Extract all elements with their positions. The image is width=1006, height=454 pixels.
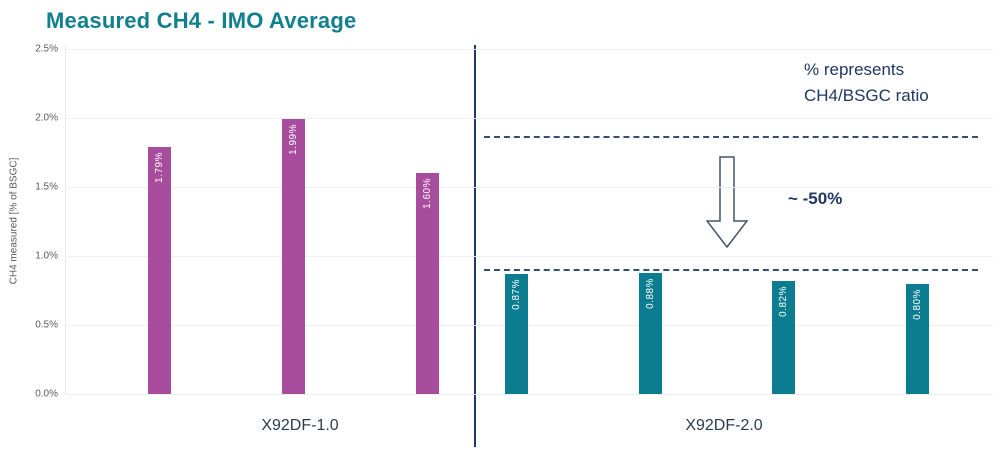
gridline <box>65 187 993 188</box>
y-tick-label: 1.0% <box>35 250 58 262</box>
x-axis-group-label-left: X92DF-1.0 <box>261 417 339 434</box>
gridline <box>65 394 993 395</box>
x-axis-group-label-right: X92DF-2.0 <box>685 417 763 434</box>
bar-value-label: 1.99% <box>287 124 299 156</box>
gridline <box>65 49 993 50</box>
gridline <box>65 256 993 257</box>
bar-value-label: 0.80% <box>911 288 923 320</box>
y-axis-title: CH4 measured [% of BSGC] <box>8 157 20 285</box>
bar-label-wrap: 1.60% <box>416 178 439 209</box>
bar-value-label: 0.88% <box>644 277 656 309</box>
bar-X92DF-2.0-4: 0.80% <box>905 283 929 394</box>
ratio-note-line-2: CH4/BSGC ratio <box>804 86 929 105</box>
bar-value-label: 1.60% <box>421 178 433 210</box>
y-tick-label: 0.0% <box>35 388 58 400</box>
reference-dashed-line <box>484 268 978 271</box>
bar-label-wrap: 0.80% <box>906 289 929 320</box>
bar-value-label: 1.79% <box>153 151 165 183</box>
reference-dashed-line <box>484 136 978 139</box>
arrow-down-icon <box>705 156 749 253</box>
group-divider-line <box>474 45 476 447</box>
bar-X92DF-2.0-3: 0.82% <box>771 280 795 394</box>
bar-value-label: 0.82% <box>777 285 789 317</box>
bar-label-wrap: 0.87% <box>505 279 528 310</box>
bar-X92DF-1.0-2: 1.99% <box>281 119 305 394</box>
plot-area <box>65 46 994 394</box>
bar-label-wrap: 1.99% <box>282 124 305 155</box>
y-tick-label: 0.5% <box>35 319 58 331</box>
ratio-note-line-1: % represents <box>804 60 905 79</box>
y-tick-label: 2.0% <box>35 112 58 124</box>
gridline <box>65 118 993 119</box>
bar-label-wrap: 1.79% <box>148 152 171 183</box>
bar-X92DF-2.0-1: 0.87% <box>504 273 528 394</box>
y-tick-label: 2.5% <box>35 43 58 55</box>
bar-X92DF-2.0-2: 0.88% <box>638 272 662 394</box>
reduction-label: ~ -50% <box>788 189 843 208</box>
bar-X92DF-1.0-1: 1.79% <box>147 146 171 394</box>
bar-value-label: 0.87% <box>510 278 522 310</box>
bar-label-wrap: 0.82% <box>772 286 795 317</box>
ratio-note: % represents CH4/BSGC ratio <box>804 57 929 109</box>
bar-X92DF-1.0-3: 1.60% <box>415 173 439 394</box>
bar-label-wrap: 0.88% <box>639 278 662 309</box>
chart-title: Measured CH4 - IMO Average <box>46 8 357 33</box>
gridline <box>65 325 993 326</box>
y-tick-label: 1.5% <box>35 181 58 193</box>
